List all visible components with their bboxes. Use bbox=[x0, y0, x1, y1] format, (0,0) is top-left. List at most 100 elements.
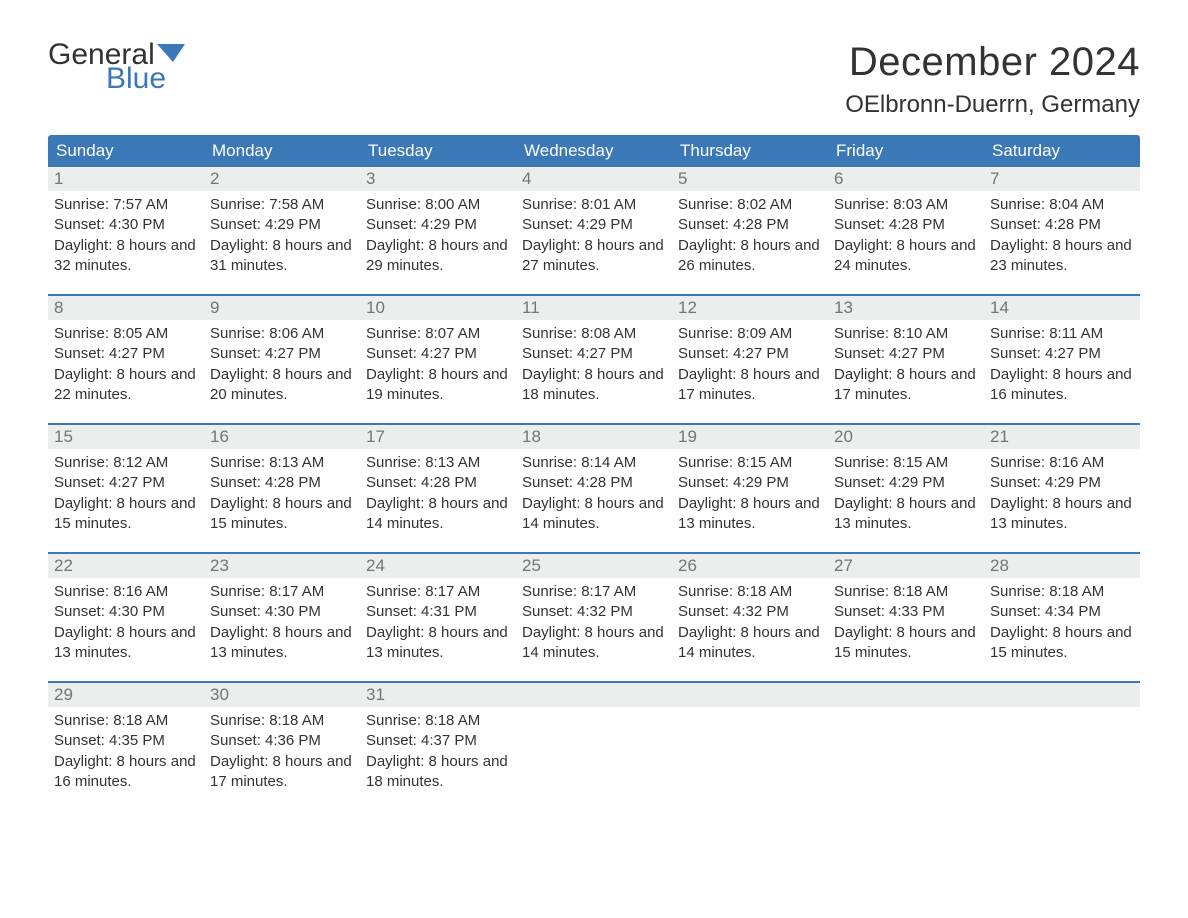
day-body: Sunrise: 8:18 AMSunset: 4:34 PMDaylight:… bbox=[984, 578, 1140, 669]
sunset-line: Sunset: 4:27 PM bbox=[54, 473, 198, 493]
sunrise-line: Sunrise: 8:13 AM bbox=[210, 453, 354, 473]
day-number: 7 bbox=[984, 167, 1140, 191]
daylight-line: Daylight: 8 hours and 22 minutes. bbox=[54, 365, 198, 406]
sunrise-line: Sunrise: 8:09 AM bbox=[678, 324, 822, 344]
sunset-line: Sunset: 4:30 PM bbox=[54, 602, 198, 622]
day-number bbox=[672, 683, 828, 707]
sunset-line: Sunset: 4:27 PM bbox=[990, 344, 1134, 364]
day-body bbox=[672, 707, 828, 787]
day-cell: 11Sunrise: 8:08 AMSunset: 4:27 PMDayligh… bbox=[516, 296, 672, 411]
day-cell: 20Sunrise: 8:15 AMSunset: 4:29 PMDayligh… bbox=[828, 425, 984, 540]
sunrise-line: Sunrise: 8:05 AM bbox=[54, 324, 198, 344]
day-cell: 24Sunrise: 8:17 AMSunset: 4:31 PMDayligh… bbox=[360, 554, 516, 669]
day-body: Sunrise: 8:18 AMSunset: 4:35 PMDaylight:… bbox=[48, 707, 204, 798]
day-cell bbox=[516, 683, 672, 798]
day-cell: 21Sunrise: 8:16 AMSunset: 4:29 PMDayligh… bbox=[984, 425, 1140, 540]
daylight-line: Daylight: 8 hours and 14 minutes. bbox=[522, 623, 666, 664]
sunrise-line: Sunrise: 8:13 AM bbox=[366, 453, 510, 473]
day-cell bbox=[672, 683, 828, 798]
day-cell: 14Sunrise: 8:11 AMSunset: 4:27 PMDayligh… bbox=[984, 296, 1140, 411]
day-number: 28 bbox=[984, 554, 1140, 578]
daylight-line: Daylight: 8 hours and 15 minutes. bbox=[54, 494, 198, 535]
sunrise-line: Sunrise: 8:16 AM bbox=[54, 582, 198, 602]
sunset-line: Sunset: 4:28 PM bbox=[678, 215, 822, 235]
day-cell: 25Sunrise: 8:17 AMSunset: 4:32 PMDayligh… bbox=[516, 554, 672, 669]
day-body: Sunrise: 8:15 AMSunset: 4:29 PMDaylight:… bbox=[828, 449, 984, 540]
sunset-line: Sunset: 4:28 PM bbox=[834, 215, 978, 235]
sunrise-line: Sunrise: 8:18 AM bbox=[990, 582, 1134, 602]
day-body: Sunrise: 8:07 AMSunset: 4:27 PMDaylight:… bbox=[360, 320, 516, 411]
day-body: Sunrise: 8:17 AMSunset: 4:30 PMDaylight:… bbox=[204, 578, 360, 669]
day-number bbox=[828, 683, 984, 707]
daylight-line: Daylight: 8 hours and 13 minutes. bbox=[678, 494, 822, 535]
day-cell bbox=[984, 683, 1140, 798]
daylight-line: Daylight: 8 hours and 14 minutes. bbox=[678, 623, 822, 664]
day-cell bbox=[828, 683, 984, 798]
daylight-line: Daylight: 8 hours and 19 minutes. bbox=[366, 365, 510, 406]
day-cell: 16Sunrise: 8:13 AMSunset: 4:28 PMDayligh… bbox=[204, 425, 360, 540]
day-number: 13 bbox=[828, 296, 984, 320]
day-cell: 8Sunrise: 8:05 AMSunset: 4:27 PMDaylight… bbox=[48, 296, 204, 411]
header: General Blue December 2024 OElbronn-Duer… bbox=[48, 40, 1140, 119]
day-cell: 15Sunrise: 8:12 AMSunset: 4:27 PMDayligh… bbox=[48, 425, 204, 540]
sunrise-line: Sunrise: 8:07 AM bbox=[366, 324, 510, 344]
day-cell: 12Sunrise: 8:09 AMSunset: 4:27 PMDayligh… bbox=[672, 296, 828, 411]
day-number: 15 bbox=[48, 425, 204, 449]
day-body: Sunrise: 8:16 AMSunset: 4:30 PMDaylight:… bbox=[48, 578, 204, 669]
day-cell: 26Sunrise: 8:18 AMSunset: 4:32 PMDayligh… bbox=[672, 554, 828, 669]
daylight-line: Daylight: 8 hours and 29 minutes. bbox=[366, 236, 510, 277]
sunset-line: Sunset: 4:29 PM bbox=[522, 215, 666, 235]
day-body: Sunrise: 8:02 AMSunset: 4:28 PMDaylight:… bbox=[672, 191, 828, 282]
sunset-line: Sunset: 4:36 PM bbox=[210, 731, 354, 751]
day-number: 29 bbox=[48, 683, 204, 707]
sunset-line: Sunset: 4:28 PM bbox=[210, 473, 354, 493]
sunset-line: Sunset: 4:27 PM bbox=[678, 344, 822, 364]
sunrise-line: Sunrise: 8:08 AM bbox=[522, 324, 666, 344]
day-number: 18 bbox=[516, 425, 672, 449]
day-number: 24 bbox=[360, 554, 516, 578]
sunset-line: Sunset: 4:31 PM bbox=[366, 602, 510, 622]
day-body: Sunrise: 8:00 AMSunset: 4:29 PMDaylight:… bbox=[360, 191, 516, 282]
sunset-line: Sunset: 4:30 PM bbox=[54, 215, 198, 235]
day-body: Sunrise: 8:06 AMSunset: 4:27 PMDaylight:… bbox=[204, 320, 360, 411]
day-body: Sunrise: 8:14 AMSunset: 4:28 PMDaylight:… bbox=[516, 449, 672, 540]
sunrise-line: Sunrise: 8:16 AM bbox=[990, 453, 1134, 473]
day-cell: 13Sunrise: 8:10 AMSunset: 4:27 PMDayligh… bbox=[828, 296, 984, 411]
sunset-line: Sunset: 4:30 PM bbox=[210, 602, 354, 622]
day-cell: 2Sunrise: 7:58 AMSunset: 4:29 PMDaylight… bbox=[204, 167, 360, 282]
day-number: 8 bbox=[48, 296, 204, 320]
day-body: Sunrise: 8:05 AMSunset: 4:27 PMDaylight:… bbox=[48, 320, 204, 411]
day-number: 5 bbox=[672, 167, 828, 191]
weekday-thursday: Thursday bbox=[672, 135, 828, 167]
sunset-line: Sunset: 4:33 PM bbox=[834, 602, 978, 622]
week-row: 8Sunrise: 8:05 AMSunset: 4:27 PMDaylight… bbox=[48, 294, 1140, 411]
sunrise-line: Sunrise: 8:10 AM bbox=[834, 324, 978, 344]
sunrise-line: Sunrise: 8:06 AM bbox=[210, 324, 354, 344]
day-number: 16 bbox=[204, 425, 360, 449]
day-number: 12 bbox=[672, 296, 828, 320]
day-cell: 10Sunrise: 8:07 AMSunset: 4:27 PMDayligh… bbox=[360, 296, 516, 411]
weekday-friday: Friday bbox=[828, 135, 984, 167]
sunset-line: Sunset: 4:29 PM bbox=[210, 215, 354, 235]
day-cell: 30Sunrise: 8:18 AMSunset: 4:36 PMDayligh… bbox=[204, 683, 360, 798]
month-title: December 2024 bbox=[845, 40, 1140, 85]
daylight-line: Daylight: 8 hours and 13 minutes. bbox=[990, 494, 1134, 535]
sunset-line: Sunset: 4:29 PM bbox=[834, 473, 978, 493]
sunrise-line: Sunrise: 8:04 AM bbox=[990, 195, 1134, 215]
sunrise-line: Sunrise: 7:58 AM bbox=[210, 195, 354, 215]
day-number: 1 bbox=[48, 167, 204, 191]
day-number: 26 bbox=[672, 554, 828, 578]
day-body: Sunrise: 8:15 AMSunset: 4:29 PMDaylight:… bbox=[672, 449, 828, 540]
day-body: Sunrise: 8:11 AMSunset: 4:27 PMDaylight:… bbox=[984, 320, 1140, 411]
day-cell: 1Sunrise: 7:57 AMSunset: 4:30 PMDaylight… bbox=[48, 167, 204, 282]
sunset-line: Sunset: 4:27 PM bbox=[54, 344, 198, 364]
weekday-tuesday: Tuesday bbox=[360, 135, 516, 167]
day-cell: 3Sunrise: 8:00 AMSunset: 4:29 PMDaylight… bbox=[360, 167, 516, 282]
day-body bbox=[516, 707, 672, 787]
daylight-line: Daylight: 8 hours and 17 minutes. bbox=[834, 365, 978, 406]
daylight-line: Daylight: 8 hours and 16 minutes. bbox=[990, 365, 1134, 406]
daylight-line: Daylight: 8 hours and 17 minutes. bbox=[210, 752, 354, 793]
weekday-sunday: Sunday bbox=[48, 135, 204, 167]
sunset-line: Sunset: 4:35 PM bbox=[54, 731, 198, 751]
weekday-wednesday: Wednesday bbox=[516, 135, 672, 167]
